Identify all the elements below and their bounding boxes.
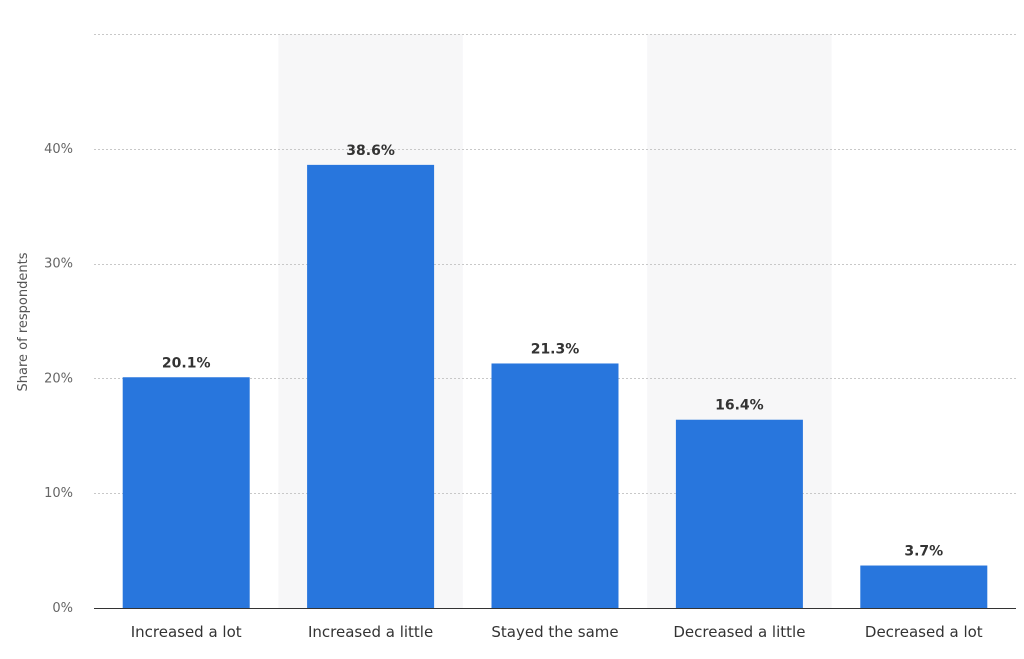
bars [122,164,988,608]
x-axis-labels: Increased a lot Increased a little Stayed … [131,623,983,641]
bar[interactable] [491,363,619,608]
bar[interactable] [307,164,435,608]
y-tick-label: 20% [44,371,73,386]
y-tick-label: 40% [44,142,73,157]
x-tick-label: Increased a lot [131,623,242,641]
x-tick-label: Increased a little [308,623,433,641]
bar[interactable] [675,419,803,608]
y-axis-ticks: 0% 10% 20% 30% 40% [44,142,73,616]
x-tick-label: Decreased a lot [865,623,983,641]
data-labels: 20.1% 38.6% 21.3% 16.4% 3.7% [162,143,943,560]
data-label: 20.1% [162,355,211,371]
data-label: 38.6% [346,143,395,159]
data-label: 16.4% [715,398,764,414]
bar[interactable] [122,377,250,608]
x-tick-label: Stayed the same [491,623,618,641]
data-label: 21.3% [531,341,580,357]
y-axis-title: Share of respondents [16,252,31,391]
y-tick-label: 30% [44,257,73,272]
y-tick-label: 10% [44,486,73,501]
data-label: 3.7% [904,544,943,560]
y-tick-label: 0% [52,601,73,616]
x-tick-label: Decreased a little [673,623,805,641]
bar[interactable] [860,565,988,608]
